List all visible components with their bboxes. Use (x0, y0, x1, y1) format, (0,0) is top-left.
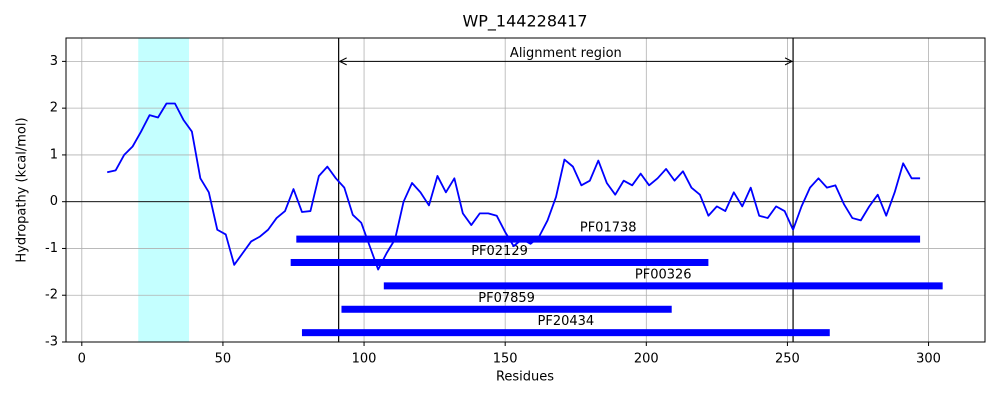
domain-label: PF07859 (478, 291, 535, 306)
hydropathy-line (107, 102, 921, 271)
y-tick-label: 2 (50, 101, 58, 116)
domain-label: PF20434 (538, 314, 595, 329)
y-tick-label: 3 (50, 54, 58, 69)
x-tick-label: 0 (78, 352, 86, 367)
x-tick-label: 200 (634, 352, 659, 367)
y-tick-label: -1 (45, 241, 58, 256)
y-tick-label: -2 (45, 288, 58, 303)
domain-bar (301, 329, 830, 337)
domain-label: PF00326 (635, 267, 692, 282)
arrow-head (338, 57, 347, 66)
domain-bar (383, 282, 943, 290)
y-axis-label: Hydropathy (kcal/mol) (15, 117, 30, 262)
x-tick-label: 250 (775, 352, 800, 367)
chart-title: WP_144228417 (462, 12, 587, 32)
y-tick-label: 1 (50, 147, 58, 162)
x-tick-label: 50 (215, 352, 232, 367)
x-axis-label: Residues (496, 370, 554, 385)
domain-label: PF01738 (580, 221, 637, 236)
x-tick-label: 300 (916, 352, 941, 367)
plot-frame (65, 37, 986, 343)
y-tick-label: 0 (50, 194, 58, 209)
domain-label: PF02129 (471, 244, 528, 259)
domain-bar (341, 305, 672, 313)
y-tick-label: -3 (45, 335, 58, 350)
arrow-head (784, 57, 794, 66)
x-tick-label: 100 (352, 352, 377, 367)
alignment-label: Alignment region (510, 46, 622, 61)
x-tick-label: 150 (493, 352, 518, 367)
domain-bar (290, 258, 709, 266)
domain-bar (296, 235, 921, 243)
hydrophobic-region (138, 38, 190, 342)
